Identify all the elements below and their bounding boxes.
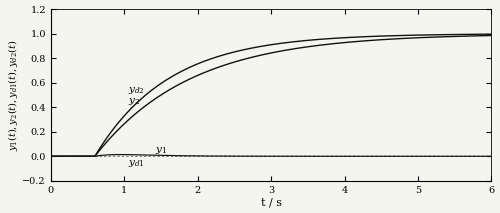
X-axis label: t / s: t / s: [260, 197, 281, 207]
Text: $y_{d2}$: $y_{d2}$: [128, 85, 145, 96]
Text: $y_{d1}$: $y_{d1}$: [128, 158, 144, 169]
Text: $y_2$: $y_2$: [128, 96, 140, 106]
Text: $y_1$: $y_1$: [155, 145, 167, 156]
Y-axis label: $y_1(t), y_2(t), y_{d1}(t), y_{d2}(t)$: $y_1(t), y_2(t), y_{d1}(t), y_{d2}(t)$: [6, 39, 20, 151]
